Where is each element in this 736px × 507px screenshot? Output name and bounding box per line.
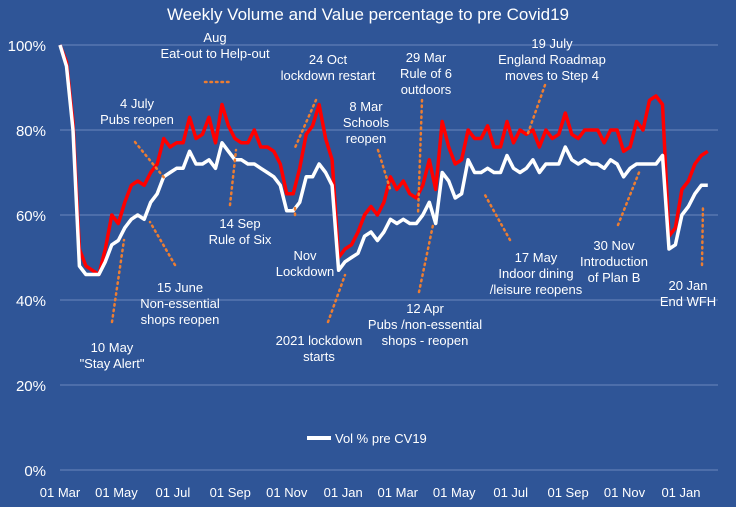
y-axis-tick-labels: 0% 20% 40% 60% 80% 100% bbox=[8, 38, 46, 480]
x-tick-label: 01 May bbox=[95, 485, 138, 500]
annotation: 17 May Indoor dining/leisure reopens bbox=[483, 193, 583, 297]
y-tick-label: 40% bbox=[16, 293, 46, 310]
annotation-label: 10 May "Stay Alert" bbox=[80, 340, 145, 371]
annotation-leader bbox=[525, 83, 547, 138]
x-tick-label: 01 Jan bbox=[324, 485, 363, 500]
x-tick-label: 01 Sep bbox=[547, 485, 588, 500]
annotation-label: 4 July Pubs reopen bbox=[100, 96, 174, 127]
annotation-label: 17 May Indoor dining/leisure reopens bbox=[490, 250, 583, 297]
annotation-leader bbox=[376, 148, 393, 194]
x-tick-label: 01 May bbox=[433, 485, 476, 500]
x-tick-label: 01 Sep bbox=[210, 485, 251, 500]
annotation-label: 12 Apr Pubs /non-essential shops - reopen bbox=[368, 301, 482, 348]
annotation: 10 May "Stay Alert" bbox=[80, 238, 145, 371]
annotation: 12 Apr Pubs /non-essential shops - reopen bbox=[368, 223, 482, 348]
annotation-label: 8 Mar Schools reopen bbox=[343, 99, 390, 146]
annotation: 14 Sep Rule of Six bbox=[209, 148, 272, 247]
annotation-leader bbox=[616, 168, 642, 227]
series-line-value bbox=[58, 44, 709, 277]
annotation-label: 30 Nov Introduction of Plan B bbox=[580, 238, 648, 285]
legend: Vol % pre CV19 bbox=[307, 431, 427, 446]
annotation: Aug Eat-out to Help-out bbox=[160, 30, 270, 84]
annotation-label: 29 Mar Rule of 6 outdoors bbox=[400, 50, 452, 97]
annotation: 2021 lockdown starts bbox=[276, 273, 363, 364]
annotation-leader bbox=[326, 273, 347, 324]
annotation-label: 20 Jan End WFH bbox=[660, 278, 716, 309]
legend-label: Vol % pre CV19 bbox=[335, 431, 427, 446]
gridlines bbox=[60, 44, 718, 471]
annotation-leader bbox=[228, 148, 238, 207]
y-tick-label: 100% bbox=[8, 38, 46, 55]
annotation: 8 Mar Schools reopen bbox=[343, 99, 393, 194]
series-line-volume bbox=[58, 44, 708, 277]
annotation-leader bbox=[110, 238, 126, 324]
annotation: 30 Nov Introduction of Plan B bbox=[580, 168, 648, 285]
annotation: 20 Jan End WFH bbox=[660, 203, 716, 309]
y-tick-label: 80% bbox=[16, 123, 46, 140]
annotation-label: 14 Sep Rule of Six bbox=[209, 216, 272, 247]
annotation-leader bbox=[133, 140, 168, 182]
annotation-leader bbox=[483, 193, 512, 242]
annotation-label: 2021 lockdown starts bbox=[276, 333, 363, 364]
annotation: Nov Lockdown bbox=[276, 206, 335, 279]
x-tick-label: 01 Nov bbox=[266, 485, 308, 500]
x-tick-label: 01 Nov bbox=[604, 485, 646, 500]
annotation: 15 June Non-essential shops reopen bbox=[140, 220, 220, 327]
annotation-label: 15 June Non-essential shops reopen bbox=[140, 280, 220, 327]
annotation-leader bbox=[417, 223, 435, 294]
chart-title: Weekly Volume and Value percentage to pr… bbox=[167, 5, 569, 24]
annotation: 24 Oct lockdown restart bbox=[281, 52, 376, 152]
annotation-leader bbox=[148, 220, 177, 267]
annotation-leader bbox=[700, 203, 705, 267]
x-tick-label: 01 Jan bbox=[661, 485, 700, 500]
annotation-label: Aug Eat-out to Help-out bbox=[160, 30, 270, 61]
annotation-label: 24 Oct lockdown restart bbox=[281, 52, 376, 83]
annotation-leader bbox=[292, 98, 318, 152]
series-lines bbox=[58, 44, 709, 277]
annotation-label: 19 July England Roadmap moves to Step 4 bbox=[498, 36, 606, 83]
x-tick-label: 01 Jul bbox=[493, 485, 528, 500]
y-tick-label: 20% bbox=[16, 378, 46, 395]
annotation-label: Nov Lockdown bbox=[276, 248, 335, 279]
annotation-leader bbox=[416, 98, 424, 217]
x-axis-tick-labels: 01 Mar 01 May 01 Jul 01 Sep 01 Nov 01 Jan 01 M… bbox=[40, 485, 701, 500]
annotation: 29 Mar Rule of 6 outdoors bbox=[400, 50, 452, 217]
x-tick-label: 01 Mar bbox=[378, 485, 419, 500]
y-tick-label: 60% bbox=[16, 208, 46, 225]
annotation: 19 July England Roadmap moves to Step 4 bbox=[498, 36, 606, 138]
annotations: 10 May "Stay Alert" 15 June Non-essential sh… bbox=[80, 30, 717, 371]
x-tick-label: 01 Mar bbox=[40, 485, 81, 500]
annotation: 4 July Pubs reopen bbox=[100, 96, 174, 182]
y-tick-label: 0% bbox=[24, 463, 46, 480]
x-tick-label: 01 Jul bbox=[156, 485, 191, 500]
